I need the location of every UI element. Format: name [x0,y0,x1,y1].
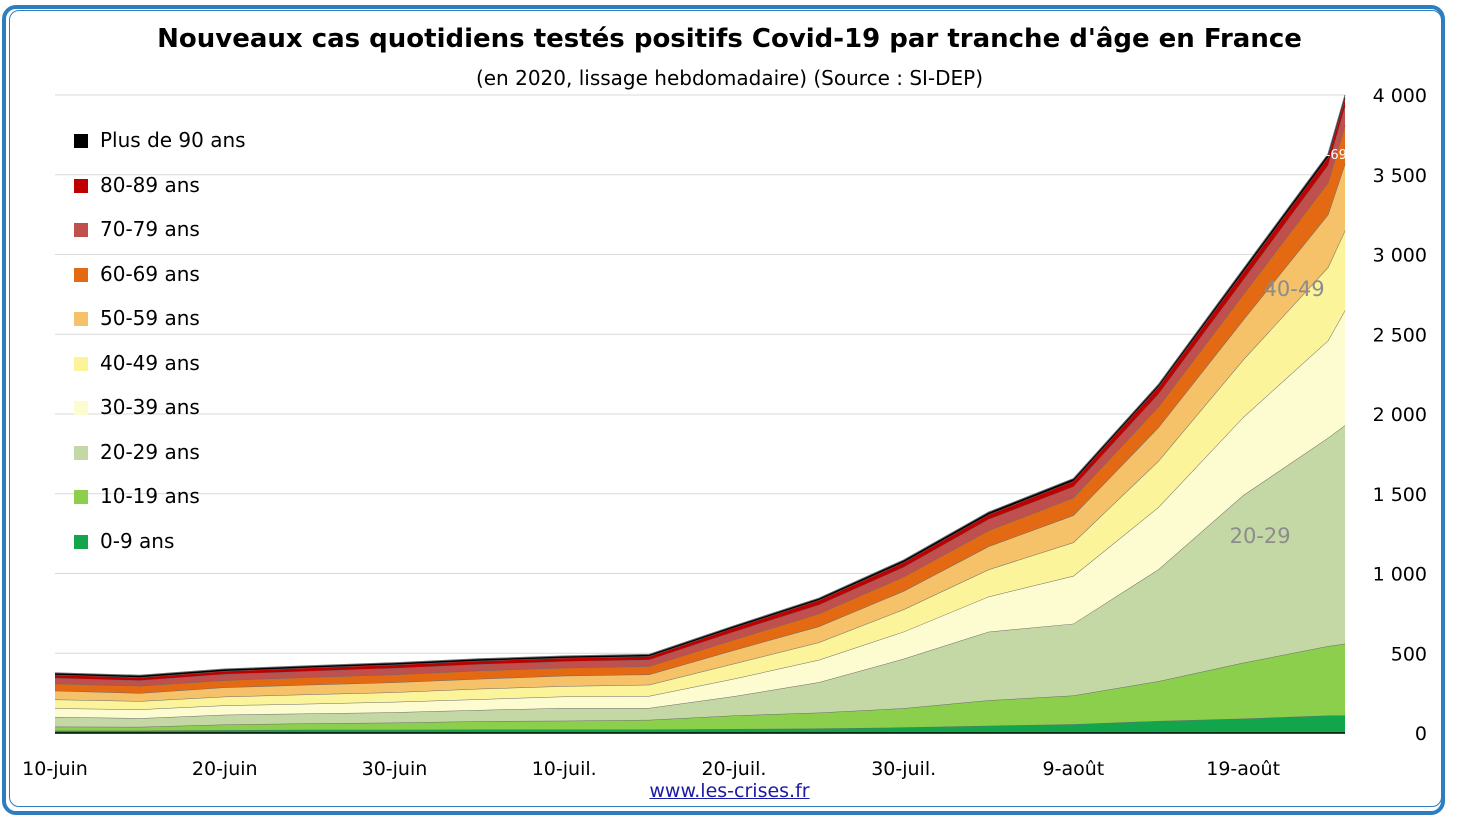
legend-label: 10-19 ans [100,484,200,508]
x-tick-label: 20-juin [192,758,258,780]
legend-label: 40-49 ans [100,350,200,375]
legend-item: 10-19 ans [60,474,260,518]
legend-swatch [74,356,88,371]
chart-annotation: 40-49 [1264,277,1325,301]
y-tick-label: 4 000 [1373,85,1427,107]
y-tick-label: 2 500 [1373,324,1427,346]
legend-label: 50-59 ans [100,306,200,330]
chart-subtitle: (en 2020, lissage hebdomadaire) (Source … [475,66,984,90]
x-tick-label: 9-août [1043,758,1105,780]
inner-frame [9,10,1442,807]
legend-item: 0-9 ans [60,519,260,563]
legend-swatch [74,267,88,282]
series-area [55,310,1345,719]
legend-item: 30-39 ans [60,385,260,429]
chart-title: Nouveaux cas quotidiens testés positifs … [157,24,1302,54]
series-area [55,425,1345,727]
legend-item: 50-59 ans [60,296,260,340]
x-tick-label: 20-juil. [701,758,766,780]
y-tick-label: 500 [1391,643,1427,665]
legend-swatch [74,445,88,460]
chart-legend: Plus de 90 ans 80-89 ans 70-79 ans 60-69… [60,118,260,566]
y-tick-label: 1 000 [1373,564,1427,586]
legend-swatch [74,490,88,504]
legend-swatch [74,223,88,237]
legend-label: 20-29 ans [100,439,200,464]
legend-item: 80-89 ans [60,163,260,207]
chart-annotation: 60-69 [1309,148,1347,163]
legend-label: 30-39 ans [100,395,200,419]
legend-label: 70-79 ans [100,217,200,241]
y-tick-label: 3 500 [1373,165,1427,187]
legend-label: 60-69 ans [100,261,200,286]
legend-swatch [74,312,88,326]
legend-item: 40-49 ans [60,341,260,385]
y-tick-label: 2 000 [1373,404,1427,426]
y-tick-label: 3 000 [1373,245,1427,267]
x-tick-label: 30-juin [362,758,428,780]
legend-item: 20-29 ans [60,430,260,474]
x-tick-label: 10-juin [22,758,88,780]
x-tick-label: 30-juil. [871,758,936,780]
legend-swatch [74,178,88,193]
legend-swatch [74,401,88,415]
chart-annotation: 20-29 [1230,524,1291,548]
series-edge [54,94,1346,676]
legend-label: 0-9 ans [100,528,175,553]
legend-swatch [74,134,88,148]
legend-item: 60-69 ans [60,252,260,296]
legend-label: 80-89 ans [100,172,200,197]
x-tick-label: 19-août [1206,758,1280,780]
legend-item: Plus de 90 ans [60,118,260,162]
source-link[interactable]: www.les-crises.fr [649,780,810,802]
series-area [55,715,1345,733]
y-tick-label: 1 500 [1373,484,1427,506]
legend-label: Plus de 90 ans [100,128,246,152]
series-area [55,643,1345,731]
y-tick-label: 0 [1415,723,1427,745]
legend-item: 70-79 ans [60,207,260,251]
legend-swatch [74,534,88,549]
x-tick-label: 10-juil. [532,758,597,780]
